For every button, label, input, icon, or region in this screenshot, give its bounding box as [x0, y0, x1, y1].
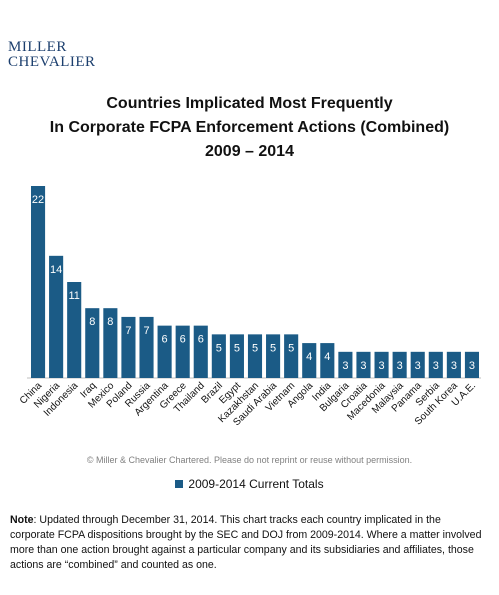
data-label: 3 — [469, 360, 475, 372]
bar-bulgaria — [338, 351, 353, 378]
bar-malaysia — [392, 351, 407, 378]
chart-title-line-1: Countries Implicated Most Frequently — [106, 95, 393, 112]
data-label: 3 — [360, 360, 366, 372]
data-label: 3 — [415, 360, 421, 372]
data-label: 8 — [107, 316, 113, 328]
bar-angola — [302, 343, 317, 378]
chart-title-line-3: 2009 – 2014 — [205, 143, 294, 160]
bar-india — [320, 343, 335, 378]
data-label: 3 — [433, 360, 439, 372]
bar-russia — [139, 316, 154, 378]
copyright-notice: © Miller & Chevalier Chartered. Please d… — [86, 455, 413, 465]
bar-thailand — [193, 325, 208, 378]
logo-line-1: MILLER — [8, 39, 67, 55]
data-label: 8 — [89, 316, 95, 328]
bar-u-a-e- — [464, 351, 480, 378]
data-label: 6 — [162, 334, 168, 346]
data-label: 14 — [50, 264, 62, 276]
bar-iraq — [85, 308, 100, 378]
data-label: 7 — [125, 325, 131, 337]
bar-mexico — [103, 308, 118, 378]
data-label: 3 — [342, 360, 348, 372]
data-label: 3 — [378, 360, 384, 372]
data-label: 22 — [32, 194, 44, 206]
chart-title-line-2: In Corporate FCPA Enforcement Actions (C… — [49, 119, 450, 136]
bar-south-korea — [446, 351, 461, 378]
bar-chart: 22China14Nigeria11Indonesia8Iraq8Mexico7… — [18, 186, 481, 428]
data-label: 6 — [180, 334, 186, 346]
bar-kazakhstan — [247, 334, 263, 378]
data-label: 11 — [68, 290, 79, 302]
data-label: 4 — [324, 351, 330, 363]
bar-indonesia — [67, 282, 82, 378]
data-label: 7 — [143, 325, 149, 337]
bar-serbia — [428, 351, 443, 378]
data-label: 3 — [451, 360, 457, 372]
data-label: 5 — [252, 342, 258, 354]
legend-swatch — [175, 479, 184, 488]
bar-brazil — [211, 334, 226, 378]
data-label: 6 — [198, 334, 204, 346]
data-label: 5 — [270, 342, 276, 354]
bar-greece — [175, 325, 190, 378]
data-label: 5 — [216, 342, 222, 354]
footnote: Note: Updated through December 31, 2014.… — [10, 513, 486, 573]
bar-nigeria — [49, 255, 64, 378]
data-label: 4 — [306, 351, 312, 363]
data-label: 5 — [288, 342, 294, 354]
note-label: Note — [10, 514, 34, 526]
bar-egypt — [229, 334, 244, 378]
note-text: : Updated through December 31, 2014. Thi… — [10, 514, 482, 571]
data-label: 3 — [397, 360, 403, 372]
company-logo: MILLER CHEVALIER — [8, 40, 96, 70]
bar-macedonia — [374, 351, 389, 378]
logo-line-2: CHEVALIER — [8, 54, 96, 70]
data-label: 5 — [234, 342, 240, 354]
chart-legend: 2009-2014 Current Totals — [0, 477, 499, 491]
bar-poland — [121, 316, 136, 378]
bar-vietnam — [284, 334, 299, 378]
bar-argentina — [157, 325, 172, 378]
bar-china — [30, 186, 46, 378]
bar-panama — [410, 351, 425, 378]
bar-saudi-arabia — [266, 334, 281, 378]
legend-label: 2009-2014 Current Totals — [188, 477, 324, 491]
bar-croatia — [356, 351, 371, 378]
